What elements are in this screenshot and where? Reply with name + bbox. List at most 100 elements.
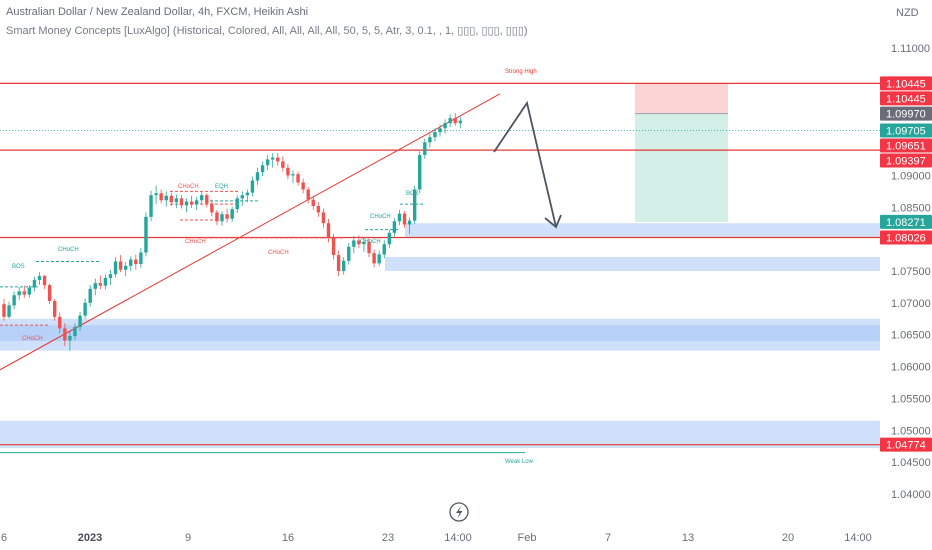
candle[interactable] xyxy=(215,209,219,226)
candle[interactable] xyxy=(108,269,113,286)
candle[interactable] xyxy=(372,249,376,268)
candle[interactable] xyxy=(245,189,250,203)
candle[interactable] xyxy=(255,167,260,185)
candle[interactable] xyxy=(83,298,87,319)
candle[interactable] xyxy=(194,197,199,210)
indicator-legend[interactable]: Smart Money Concepts [LuxAlgo] (Historic… xyxy=(6,25,528,37)
candle[interactable] xyxy=(12,291,16,310)
candle[interactable] xyxy=(225,208,229,223)
candle[interactable] xyxy=(458,116,462,129)
candle[interactable] xyxy=(164,191,168,207)
trend-line[interactable] xyxy=(0,93,501,371)
candle[interactable] xyxy=(47,283,52,305)
candle[interactable] xyxy=(367,238,371,257)
candle[interactable] xyxy=(68,331,72,351)
candle[interactable] xyxy=(433,128,437,142)
projection-arrow[interactable] xyxy=(493,100,557,228)
candle[interactable] xyxy=(387,229,392,249)
candle[interactable] xyxy=(382,240,386,259)
candle-body xyxy=(341,260,346,271)
candle[interactable] xyxy=(169,192,174,207)
candle[interactable] xyxy=(362,237,366,252)
candle[interactable] xyxy=(118,255,123,273)
candle[interactable] xyxy=(276,153,280,166)
candle[interactable] xyxy=(17,286,21,300)
candle[interactable] xyxy=(357,235,361,249)
candle[interactable] xyxy=(179,195,184,209)
candle[interactable] xyxy=(78,311,82,331)
candle[interactable] xyxy=(235,195,239,214)
candle[interactable] xyxy=(129,256,133,271)
candle[interactable] xyxy=(210,199,214,217)
candle[interactable] xyxy=(428,133,432,148)
candle[interactable] xyxy=(37,272,42,286)
candle[interactable] xyxy=(200,191,204,205)
candle[interactable] xyxy=(448,114,452,128)
candle[interactable] xyxy=(113,256,118,278)
candle[interactable] xyxy=(423,138,427,159)
candle[interactable] xyxy=(316,202,321,217)
candle[interactable] xyxy=(392,218,397,237)
candle[interactable] xyxy=(144,212,148,257)
price-tag-bg xyxy=(880,106,932,121)
candle[interactable] xyxy=(53,299,57,321)
candle[interactable] xyxy=(377,250,381,266)
candle[interactable] xyxy=(438,124,442,137)
candle[interactable] xyxy=(32,276,37,292)
time-tick-label: Feb xyxy=(518,532,537,544)
candle[interactable] xyxy=(27,285,32,298)
candle[interactable] xyxy=(250,176,255,197)
candle[interactable] xyxy=(103,274,108,290)
candle[interactable] xyxy=(230,206,234,222)
candle[interactable] xyxy=(271,153,275,168)
candle[interactable] xyxy=(2,299,6,321)
candle[interactable] xyxy=(407,217,412,235)
candle[interactable] xyxy=(7,301,11,319)
candle[interactable] xyxy=(352,235,356,254)
candle[interactable] xyxy=(240,191,244,207)
candle[interactable] xyxy=(260,161,265,177)
candle[interactable] xyxy=(296,171,300,186)
candle[interactable] xyxy=(189,195,194,208)
candle[interactable] xyxy=(286,163,290,180)
candle[interactable] xyxy=(347,242,351,265)
candle[interactable] xyxy=(336,250,341,277)
candle[interactable] xyxy=(154,185,158,205)
candle[interactable] xyxy=(281,156,285,172)
candle[interactable] xyxy=(174,194,179,208)
candle[interactable] xyxy=(123,262,128,277)
candle[interactable] xyxy=(149,190,153,222)
candle[interactable] xyxy=(331,234,336,260)
candle[interactable] xyxy=(42,274,47,289)
candle[interactable] xyxy=(341,256,346,275)
stop-loss-zone[interactable] xyxy=(635,83,728,114)
candle[interactable] xyxy=(93,278,97,296)
candle[interactable] xyxy=(301,178,305,194)
candle[interactable] xyxy=(205,193,209,208)
candle[interactable] xyxy=(291,170,295,184)
candle[interactable] xyxy=(88,285,92,307)
candle[interactable] xyxy=(321,208,326,228)
candle[interactable] xyxy=(311,195,315,210)
candle[interactable] xyxy=(306,186,310,204)
candle[interactable] xyxy=(402,211,407,228)
candle[interactable] xyxy=(397,209,402,226)
candle[interactable] xyxy=(443,119,447,134)
take-profit-zone[interactable] xyxy=(635,113,728,222)
candle[interactable] xyxy=(139,248,143,268)
candle[interactable] xyxy=(184,198,189,213)
candle[interactable] xyxy=(22,285,26,298)
candle[interactable] xyxy=(220,211,224,226)
candle[interactable] xyxy=(159,189,163,204)
candle[interactable] xyxy=(73,323,77,340)
candle[interactable] xyxy=(63,323,67,347)
candle[interactable] xyxy=(453,112,457,126)
candle[interactable] xyxy=(98,275,103,290)
candle[interactable] xyxy=(326,218,331,243)
candle[interactable] xyxy=(58,312,62,334)
candle[interactable] xyxy=(265,155,270,171)
candle[interactable] xyxy=(418,151,422,194)
candle[interactable] xyxy=(412,185,417,224)
candle[interactable] xyxy=(134,254,138,270)
